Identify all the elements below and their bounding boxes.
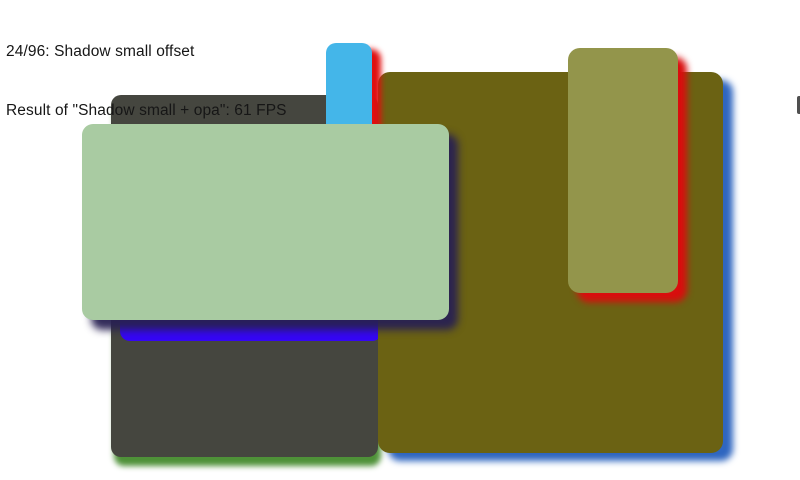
benchmark-title-block: 24/96: Shadow small offset Result of "Sh… [6, 3, 287, 159]
khaki-rect [568, 48, 678, 293]
clipped-rect-right-edge [797, 96, 800, 114]
light-green-rect [82, 124, 449, 320]
benchmark-result-line: Result of "Shadow small + opa": 61 FPS [6, 101, 287, 119]
benchmark-progress-line: 24/96: Shadow small offset [6, 43, 195, 60]
sky-blue-rect [326, 43, 372, 135]
